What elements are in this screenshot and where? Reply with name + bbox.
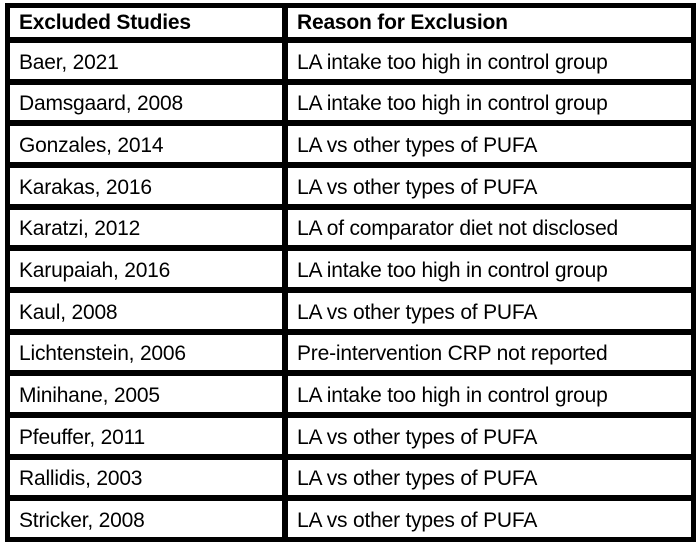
reason-cell: LA vs other types of PUFA: [285, 498, 694, 540]
reason-cell: LA vs other types of PUFA: [285, 456, 694, 499]
table-row: Gonzales, 2014 LA vs other types of PUFA: [7, 123, 694, 165]
table-row: Lichtenstein, 2006 Pre-intervention CRP …: [7, 331, 694, 374]
table-row: Stricker, 2008 LA vs other types of PUFA: [7, 498, 694, 540]
table-row: Karakas, 2016 LA vs other types of PUFA: [7, 164, 694, 207]
table-row: Karupaiah, 2016 LA intake too high in co…: [7, 248, 694, 290]
study-cell: Damsgaard, 2008: [7, 81, 285, 124]
reason-cell: LA vs other types of PUFA: [285, 164, 694, 207]
study-cell: Rallidis, 2003: [7, 456, 285, 499]
table-row: Damsgaard, 2008 LA intake too high in co…: [7, 81, 694, 124]
reason-cell: LA vs other types of PUFA: [285, 414, 694, 457]
table-row: Karatzi, 2012 LA of comparator diet not …: [7, 206, 694, 249]
study-cell: Lichtenstein, 2006: [7, 331, 285, 374]
excluded-studies-table: Excluded Studies Reason for Exclusion Ba…: [5, 3, 696, 542]
table-body: Baer, 2021 LA intake too high in control…: [7, 40, 694, 540]
table-row: Rallidis, 2003 LA vs other types of PUFA: [7, 456, 694, 499]
study-cell: Karupaiah, 2016: [7, 248, 285, 290]
table-row: Kaul, 2008 LA vs other types of PUFA: [7, 289, 694, 332]
header-reason-for-exclusion: Reason for Exclusion: [285, 5, 694, 40]
reason-cell: Pre-intervention CRP not reported: [285, 331, 694, 374]
reason-cell: LA of comparator diet not disclosed: [285, 206, 694, 249]
reason-cell: LA intake too high in control group: [285, 373, 694, 415]
header-excluded-studies: Excluded Studies: [7, 5, 285, 40]
table-row: Baer, 2021 LA intake too high in control…: [7, 40, 694, 82]
table-row: Pfeuffer, 2011 LA vs other types of PUFA: [7, 414, 694, 457]
study-cell: Karakas, 2016: [7, 164, 285, 207]
study-cell: Baer, 2021: [7, 40, 285, 82]
study-cell: Stricker, 2008: [7, 498, 285, 540]
reason-cell: LA intake too high in control group: [285, 248, 694, 290]
study-cell: Karatzi, 2012: [7, 206, 285, 249]
study-cell: Pfeuffer, 2011: [7, 414, 285, 457]
reason-cell: LA vs other types of PUFA: [285, 289, 694, 332]
study-cell: Kaul, 2008: [7, 289, 285, 332]
reason-cell: LA intake too high in control group: [285, 81, 694, 124]
study-cell: Gonzales, 2014: [7, 123, 285, 165]
table-row: Minihane, 2005 LA intake too high in con…: [7, 373, 694, 415]
study-cell: Minihane, 2005: [7, 373, 285, 415]
header-row: Excluded Studies Reason for Exclusion: [7, 5, 694, 40]
reason-cell: LA vs other types of PUFA: [285, 123, 694, 165]
reason-cell: LA intake too high in control group: [285, 40, 694, 82]
